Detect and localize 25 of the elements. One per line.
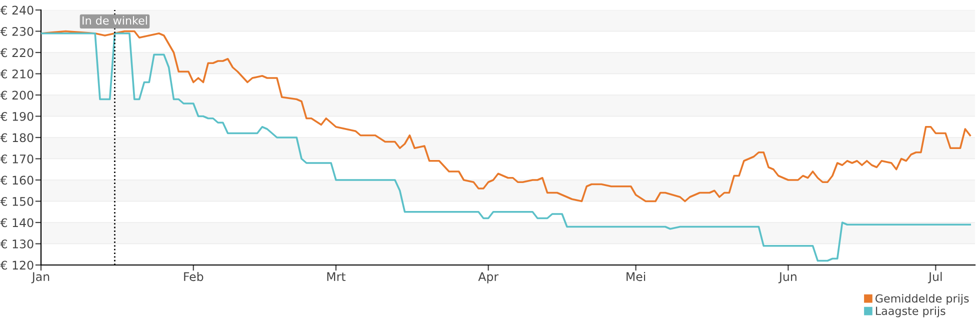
ref-line-label: In de winkel — [82, 16, 147, 25]
y-tick-label: € 200 — [0, 90, 34, 100]
x-tick-label: Jul — [928, 272, 942, 284]
y-tick-label: € 150 — [0, 196, 34, 206]
y-tick-label: € 190 — [0, 112, 34, 121]
y-tick-label: € 160 — [0, 176, 34, 185]
x-tick-label: Mrt — [327, 272, 346, 281]
y-tick-label: € 140 — [0, 218, 34, 228]
x-tick-label: Mei — [626, 272, 646, 282]
x-tick-label: Feb — [184, 272, 204, 282]
y-tick-label: € 230 — [0, 26, 34, 36]
y-tick-label: € 240 — [0, 6, 34, 15]
legend-label: Gemiddelde prijs — [876, 294, 969, 305]
x-tick-label: Jun — [778, 272, 796, 284]
y-tick-label: € 210 — [0, 69, 34, 78]
line-series — [41, 30, 971, 202]
line-series — [41, 32, 971, 262]
y-tick-label: € 220 — [0, 48, 34, 58]
x-tick-label: Jan — [31, 272, 50, 284]
x-tick-label: Apr — [478, 272, 499, 284]
y-tick-label: € 170 — [0, 154, 34, 164]
y-tick-label: € 130 — [0, 239, 34, 248]
legend-label: Laagste prijs — [876, 306, 946, 318]
y-tick-label: € 180 — [0, 133, 34, 142]
y-tick-label: € 120 — [0, 260, 34, 270]
